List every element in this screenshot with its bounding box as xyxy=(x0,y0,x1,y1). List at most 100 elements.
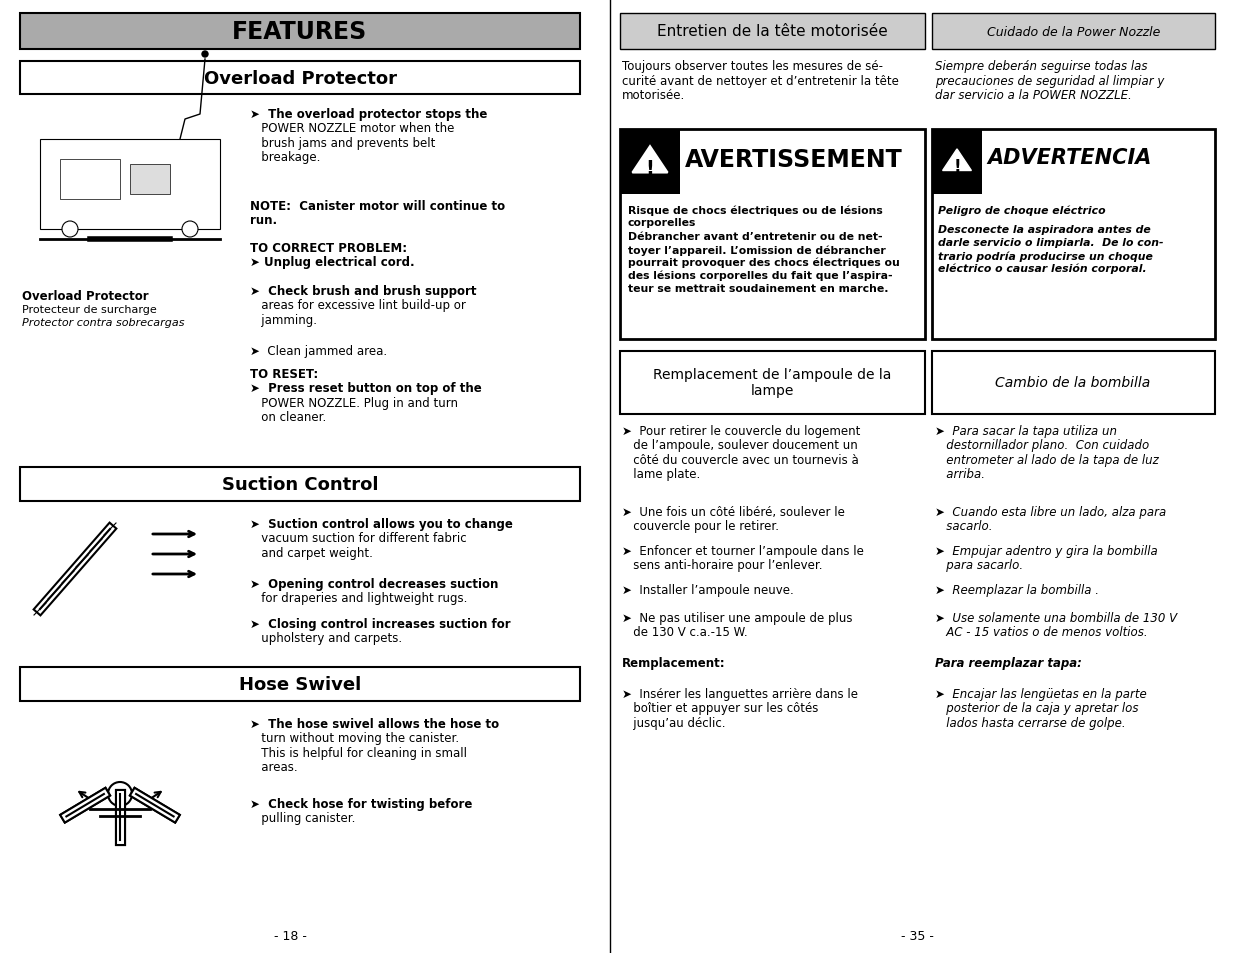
Text: jusqu’au déclic.: jusqu’au déclic. xyxy=(622,717,725,729)
Text: boîtier et appuyer sur les côtés: boîtier et appuyer sur les côtés xyxy=(622,701,819,715)
Text: toyer l’appareil. L’omission de débrancher: toyer l’appareil. L’omission de débranch… xyxy=(629,245,885,255)
Text: ➤  The hose swivel allows the hose to: ➤ The hose swivel allows the hose to xyxy=(249,718,499,730)
Text: precauciones de seguridad al limpiar y: precauciones de seguridad al limpiar y xyxy=(935,74,1165,88)
Bar xyxy=(20,62,580,95)
Text: ➤ Unplug electrical cord.: ➤ Unplug electrical cord. xyxy=(249,256,415,269)
Circle shape xyxy=(62,222,78,237)
Text: vacuum suction for different fabric: vacuum suction for different fabric xyxy=(249,532,467,545)
Text: areas.: areas. xyxy=(249,760,298,774)
Text: Peligro de choque eléctrico: Peligro de choque eléctrico xyxy=(939,205,1105,215)
Bar xyxy=(130,165,170,194)
Text: Para reemplazar tapa:: Para reemplazar tapa: xyxy=(935,657,1082,669)
Text: Entretien de la tête motorisée: Entretien de la tête motorisée xyxy=(657,25,888,39)
Text: Suction Control: Suction Control xyxy=(222,476,378,494)
Text: TO RESET:: TO RESET: xyxy=(249,368,319,380)
Text: TO CORRECT PROBLEM:: TO CORRECT PROBLEM: xyxy=(249,242,408,254)
Text: and carpet weight.: and carpet weight. xyxy=(249,546,373,559)
Bar xyxy=(20,667,580,701)
Text: jamming.: jamming. xyxy=(249,314,317,327)
Text: POWER NOZZLE. Plug in and turn: POWER NOZZLE. Plug in and turn xyxy=(249,396,458,410)
Text: sens anti-horaire pour l’enlever.: sens anti-horaire pour l’enlever. xyxy=(622,558,823,572)
Bar xyxy=(620,130,925,339)
Text: de l’ampoule, soulever doucement un: de l’ampoule, soulever doucement un xyxy=(622,439,858,452)
Text: run.: run. xyxy=(249,214,277,227)
Text: POWER NOZZLE motor when the: POWER NOZZLE motor when the xyxy=(249,122,454,135)
Text: ➤  Opening control decreases suction: ➤ Opening control decreases suction xyxy=(249,578,499,590)
Text: Risque de chocs électriques ou de lésions: Risque de chocs électriques ou de lésion… xyxy=(629,205,883,215)
Text: de 130 V c.a.-15 W.: de 130 V c.a.-15 W. xyxy=(622,626,747,639)
Text: on cleaner.: on cleaner. xyxy=(249,411,326,424)
Text: breakage.: breakage. xyxy=(249,152,320,164)
Text: upholstery and carpets.: upholstery and carpets. xyxy=(249,632,403,645)
Text: Protector contra sobrecargas: Protector contra sobrecargas xyxy=(22,317,184,328)
Text: para sacarlo.: para sacarlo. xyxy=(935,558,1023,572)
Text: corporelles: corporelles xyxy=(629,218,697,228)
Bar xyxy=(620,130,680,194)
Bar xyxy=(620,14,925,50)
Text: AVERTISSEMENT: AVERTISSEMENT xyxy=(685,148,903,172)
Text: darle servicio o limpiarla.  De lo con-: darle servicio o limpiarla. De lo con- xyxy=(939,237,1163,248)
Text: Remplacement:: Remplacement: xyxy=(622,657,726,669)
Text: curité avant de nettoyer et d’entretenir la tête: curité avant de nettoyer et d’entretenir… xyxy=(622,74,899,88)
Text: trario podría producirse un choque: trario podría producirse un choque xyxy=(939,251,1153,261)
Text: destornillador plano.  Con cuidado: destornillador plano. Con cuidado xyxy=(935,439,1150,452)
Text: ➤  Para sacar la tapa utiliza un: ➤ Para sacar la tapa utiliza un xyxy=(935,424,1116,437)
Text: ➤  Use solamente una bombilla de 130 V: ➤ Use solamente una bombilla de 130 V xyxy=(935,612,1177,624)
Bar xyxy=(40,140,220,230)
Text: This is helpful for cleaning in small: This is helpful for cleaning in small xyxy=(249,746,467,760)
Bar xyxy=(20,468,580,501)
Polygon shape xyxy=(632,147,668,173)
Text: lados hasta cerrarse de golpe.: lados hasta cerrarse de golpe. xyxy=(935,717,1125,729)
Bar xyxy=(20,14,580,50)
Text: !: ! xyxy=(646,158,655,177)
Text: Desconecte la aspiradora antes de: Desconecte la aspiradora antes de xyxy=(939,225,1151,234)
Text: !: ! xyxy=(953,158,961,175)
Text: for draperies and lightweight rugs.: for draperies and lightweight rugs. xyxy=(249,592,467,605)
Circle shape xyxy=(182,222,198,237)
Text: ➤  Installer l’ampoule neuve.: ➤ Installer l’ampoule neuve. xyxy=(622,583,794,597)
Text: entrometer al lado de la tapa de luz: entrometer al lado de la tapa de luz xyxy=(935,454,1158,467)
Text: Protecteur de surcharge: Protecteur de surcharge xyxy=(22,305,157,314)
Text: teur se mettrait soudainement en marche.: teur se mettrait soudainement en marche. xyxy=(629,284,888,294)
Text: ➤  Ne pas utiliser une ampoule de plus: ➤ Ne pas utiliser une ampoule de plus xyxy=(622,612,852,624)
Text: arriba.: arriba. xyxy=(935,468,986,481)
Text: Remplacement de l’ampoule de la
lampe: Remplacement de l’ampoule de la lampe xyxy=(653,368,892,397)
Text: des lésions corporelles du fait que l’aspira-: des lésions corporelles du fait que l’as… xyxy=(629,271,893,281)
Text: Hose Swivel: Hose Swivel xyxy=(238,676,361,693)
Text: ➤  Suction control allows you to change: ➤ Suction control allows you to change xyxy=(249,517,513,531)
Text: posterior de la caja y apretar los: posterior de la caja y apretar los xyxy=(935,701,1139,715)
Text: ➤  Insérer les languettes arrière dans le: ➤ Insérer les languettes arrière dans le xyxy=(622,687,858,700)
Text: côté du couvercle avec un tournevis à: côté du couvercle avec un tournevis à xyxy=(622,454,858,467)
Text: pulling canister.: pulling canister. xyxy=(249,812,356,824)
Circle shape xyxy=(203,52,207,58)
Bar xyxy=(932,14,1215,50)
Text: ➤  The overload protector stops the: ➤ The overload protector stops the xyxy=(249,108,488,121)
Text: turn without moving the canister.: turn without moving the canister. xyxy=(249,732,459,744)
Text: ➤  Check brush and brush support: ➤ Check brush and brush support xyxy=(249,285,477,297)
Text: eléctrico o causar lesión corporal.: eléctrico o causar lesión corporal. xyxy=(939,264,1146,274)
Text: ➤  Cuando esta libre un lado, alza para: ➤ Cuando esta libre un lado, alza para xyxy=(935,505,1166,518)
Text: - 35 -: - 35 - xyxy=(900,929,934,942)
Text: AC - 15 vatios o de menos voltios.: AC - 15 vatios o de menos voltios. xyxy=(935,626,1147,639)
Text: ➤  Enfoncer et tourner l’ampoule dans le: ➤ Enfoncer et tourner l’ampoule dans le xyxy=(622,544,863,558)
Bar xyxy=(932,352,1215,415)
Text: Toujours observer toutes les mesures de sé-: Toujours observer toutes les mesures de … xyxy=(622,60,883,73)
Text: Cuidado de la Power Nozzle: Cuidado de la Power Nozzle xyxy=(987,26,1160,38)
Text: ➤  Closing control increases suction for: ➤ Closing control increases suction for xyxy=(249,618,510,630)
Text: dar servicio a la POWER NOZZLE.: dar servicio a la POWER NOZZLE. xyxy=(935,89,1131,102)
Polygon shape xyxy=(942,150,972,172)
Text: pourrait provoquer des chocs électriques ou: pourrait provoquer des chocs électriques… xyxy=(629,257,900,268)
Text: - 18 -: - 18 - xyxy=(274,929,306,942)
Text: couvercle pour le retirer.: couvercle pour le retirer. xyxy=(622,520,779,533)
Bar xyxy=(20,14,580,50)
Text: sacarlo.: sacarlo. xyxy=(935,520,993,533)
Text: ➤  Clean jammed area.: ➤ Clean jammed area. xyxy=(249,345,387,357)
Bar xyxy=(932,130,1215,339)
Bar xyxy=(620,14,925,50)
Text: ➤  Press reset button on top of the: ➤ Press reset button on top of the xyxy=(249,382,482,395)
Text: Siempre deberán seguirse todas las: Siempre deberán seguirse todas las xyxy=(935,60,1147,73)
Text: areas for excessive lint build-up or: areas for excessive lint build-up or xyxy=(249,299,466,313)
Text: ➤  Check hose for twisting before: ➤ Check hose for twisting before xyxy=(249,797,472,810)
Bar xyxy=(932,14,1215,50)
Text: lame plate.: lame plate. xyxy=(622,468,700,481)
